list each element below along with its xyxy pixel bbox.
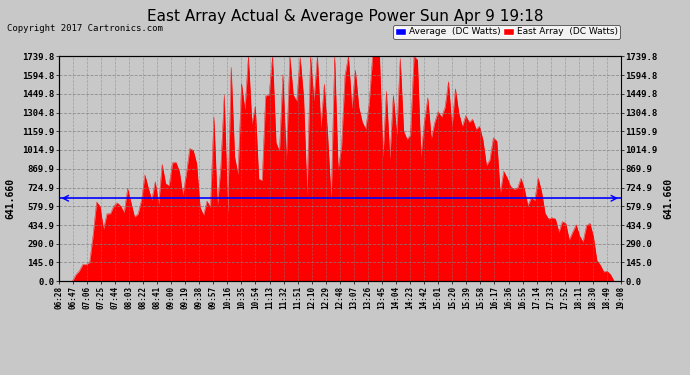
Text: 641.660: 641.660 — [6, 178, 16, 219]
Text: Copyright 2017 Cartronics.com: Copyright 2017 Cartronics.com — [7, 24, 163, 33]
Legend: Average  (DC Watts), East Array  (DC Watts): Average (DC Watts), East Array (DC Watts… — [393, 25, 620, 39]
Text: 641.660: 641.660 — [664, 178, 674, 219]
Text: East Array Actual & Average Power Sun Apr 9 19:18: East Array Actual & Average Power Sun Ap… — [147, 9, 543, 24]
